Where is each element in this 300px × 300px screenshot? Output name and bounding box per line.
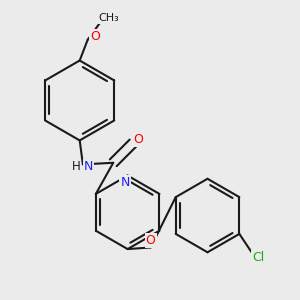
Text: O: O — [133, 133, 143, 146]
Text: O: O — [146, 234, 156, 247]
Text: N: N — [84, 160, 93, 173]
Text: Cl: Cl — [252, 251, 265, 264]
Text: N: N — [120, 176, 130, 189]
Text: O: O — [90, 30, 100, 43]
Text: H: H — [71, 160, 80, 173]
Text: CH₃: CH₃ — [98, 13, 119, 23]
